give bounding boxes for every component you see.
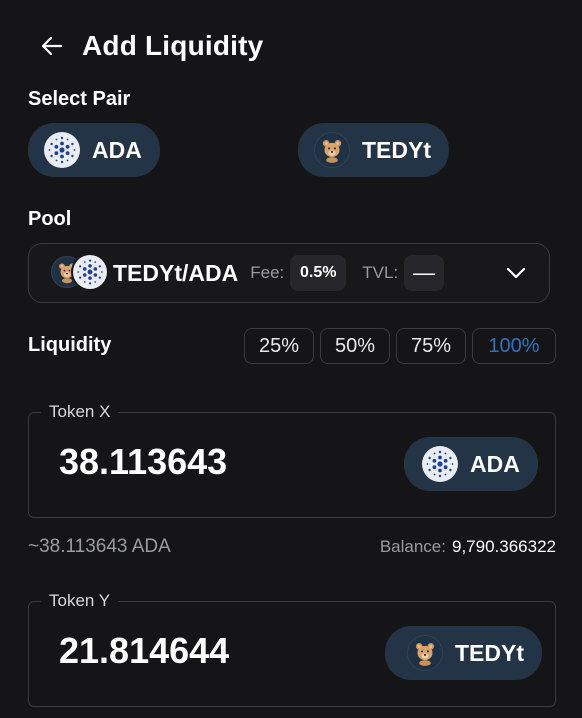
preset-50-button[interactable]: 50%: [320, 328, 390, 364]
balance-label: Balance:: [379, 537, 446, 556]
chevron-down-icon: [505, 262, 527, 289]
tedy-icon: [407, 635, 443, 671]
fee-value-badge: 0.5%: [290, 255, 347, 291]
token-x-legend: Token X: [41, 402, 119, 422]
preset-25-button[interactable]: 25%: [244, 328, 314, 364]
preset-75-button[interactable]: 75%: [396, 328, 466, 364]
ada-icon: [73, 255, 107, 289]
liquidity-label: Liquidity: [28, 334, 112, 356]
token-b-select-button[interactable]: TEDYt: [298, 123, 449, 177]
token-x-token-button[interactable]: ADA: [404, 437, 538, 491]
token-y-token-button[interactable]: TEDYt: [385, 626, 542, 680]
token-a-select-button[interactable]: ADA: [28, 123, 160, 177]
select-pair-label: Select Pair: [28, 88, 131, 110]
token-x-balance: Balance: 9,790.366322: [380, 537, 556, 557]
pool-pair-name: TEDYt/ADA: [113, 259, 239, 286]
pool-select-dropdown[interactable]: TEDYt/ADA Fee: 0.5% TVL: —: [28, 243, 550, 303]
token-x-amount-input[interactable]: [59, 441, 359, 483]
token-x-input-box: Token X ADA: [28, 402, 556, 518]
balance-value: 9,790.366322: [452, 537, 556, 556]
token-x-estimate: ~38.113643 ADA: [28, 536, 171, 557]
token-y-amount-input[interactable]: [59, 630, 359, 672]
preset-100-button[interactable]: 100%: [472, 328, 556, 364]
token-y-input-box: Token Y TEDYt: [28, 591, 556, 707]
page-title: Add Liquidity: [82, 30, 264, 61]
tvl-label: TVL:: [362, 263, 399, 282]
token-b-symbol: TEDYt: [362, 136, 431, 163]
fee-label: Fee:: [250, 263, 285, 282]
pool-label: Pool: [28, 208, 72, 230]
token-y-symbol: TEDYt: [455, 639, 524, 666]
token-a-symbol: ADA: [92, 136, 142, 163]
token-x-symbol: ADA: [470, 450, 520, 477]
back-arrow-icon[interactable]: [38, 32, 66, 60]
ada-icon: [422, 446, 458, 482]
pool-pair-icons: [51, 255, 107, 290]
header: Add Liquidity: [38, 26, 263, 66]
tedy-icon: [314, 132, 350, 168]
token-y-legend: Token Y: [41, 591, 119, 611]
tvl-value-badge: —: [404, 255, 445, 291]
ada-icon: [44, 132, 80, 168]
